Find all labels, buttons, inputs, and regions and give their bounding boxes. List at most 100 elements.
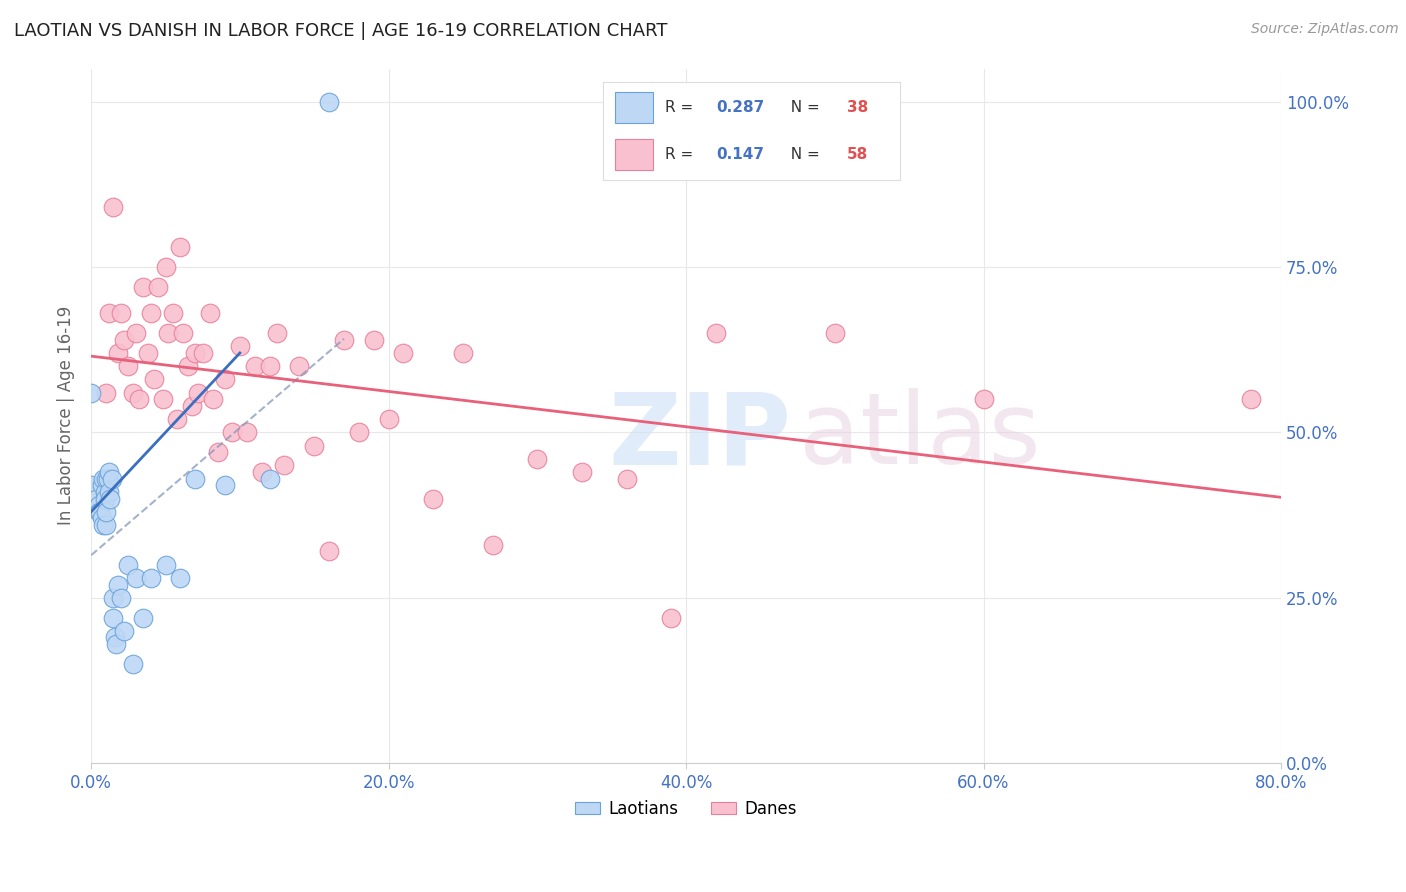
Point: [243, 359, 266, 374]
Point: [229, 339, 252, 353]
Point: [214, 372, 236, 386]
Point: [98, 306, 121, 320]
Point: [142, 372, 165, 386]
Point: [259, 359, 281, 374]
Point: [169, 571, 191, 585]
Point: [80, 478, 103, 492]
Point: [181, 399, 204, 413]
Point: [84, 491, 107, 506]
Point: [107, 577, 129, 591]
Point: [132, 280, 155, 294]
Point: [250, 465, 273, 479]
Point: [273, 458, 295, 473]
Point: [363, 333, 385, 347]
Point: [177, 359, 200, 374]
Point: [155, 260, 177, 274]
Point: [101, 472, 124, 486]
Point: [704, 326, 727, 340]
Point: [132, 610, 155, 624]
Point: [121, 657, 143, 671]
Point: [302, 439, 325, 453]
Point: [112, 333, 135, 347]
Point: [202, 392, 225, 407]
Point: [128, 392, 150, 407]
Point: [139, 306, 162, 320]
Point: [87, 505, 110, 519]
Point: [103, 201, 125, 215]
Point: [93, 491, 115, 506]
Legend: Laotians, Danes: Laotians, Danes: [568, 793, 804, 824]
Point: [98, 465, 121, 479]
Point: [377, 412, 399, 426]
Point: [90, 478, 112, 492]
Point: [139, 571, 162, 585]
Point: [422, 491, 444, 506]
Text: ZIP: ZIP: [609, 388, 792, 485]
Point: [198, 306, 221, 320]
Point: [259, 472, 281, 486]
Point: [187, 385, 209, 400]
Point: [121, 385, 143, 400]
Point: [973, 392, 995, 407]
Point: [125, 326, 148, 340]
Point: [172, 326, 194, 340]
Text: atlas: atlas: [799, 388, 1040, 485]
Point: [89, 505, 111, 519]
Point: [110, 591, 132, 605]
Point: [112, 624, 135, 638]
Point: [98, 484, 121, 499]
Y-axis label: In Labor Force | Age 16-19: In Labor Force | Age 16-19: [58, 306, 75, 525]
Point: [169, 240, 191, 254]
Point: [318, 544, 340, 558]
Point: [221, 425, 243, 440]
Point: [157, 326, 180, 340]
Point: [107, 346, 129, 360]
Point: [87, 498, 110, 512]
Point: [166, 412, 188, 426]
Point: [526, 451, 548, 466]
Point: [451, 346, 474, 360]
Point: [824, 326, 846, 340]
Point: [155, 558, 177, 572]
Point: [117, 359, 139, 374]
Point: [94, 505, 117, 519]
Text: Source: ZipAtlas.com: Source: ZipAtlas.com: [1251, 22, 1399, 37]
Point: [1240, 392, 1263, 407]
Point: [162, 306, 184, 320]
Point: [100, 491, 122, 506]
Text: LAOTIAN VS DANISH IN LABOR FORCE | AGE 16-19 CORRELATION CHART: LAOTIAN VS DANISH IN LABOR FORCE | AGE 1…: [14, 22, 668, 40]
Point: [96, 472, 118, 486]
Point: [288, 359, 311, 374]
Point: [184, 472, 207, 486]
Point: [90, 511, 112, 525]
Point: [214, 478, 236, 492]
Point: [191, 346, 214, 360]
Point: [104, 631, 127, 645]
Point: [94, 518, 117, 533]
Point: [318, 95, 340, 109]
Point: [103, 610, 125, 624]
Point: [146, 280, 169, 294]
Point: [94, 385, 117, 400]
Point: [80, 385, 103, 400]
Point: [616, 472, 638, 486]
Point: [347, 425, 370, 440]
Point: [93, 484, 115, 499]
Point: [571, 465, 593, 479]
Point: [110, 306, 132, 320]
Point: [236, 425, 259, 440]
Point: [94, 472, 117, 486]
Point: [392, 346, 415, 360]
Point: [184, 346, 207, 360]
Point: [91, 472, 114, 486]
Point: [125, 571, 148, 585]
Point: [136, 346, 159, 360]
Point: [152, 392, 174, 407]
Point: [659, 610, 682, 624]
Point: [481, 538, 503, 552]
Point: [103, 591, 125, 605]
Point: [105, 637, 128, 651]
Point: [266, 326, 288, 340]
Point: [333, 333, 356, 347]
Point: [207, 445, 229, 459]
